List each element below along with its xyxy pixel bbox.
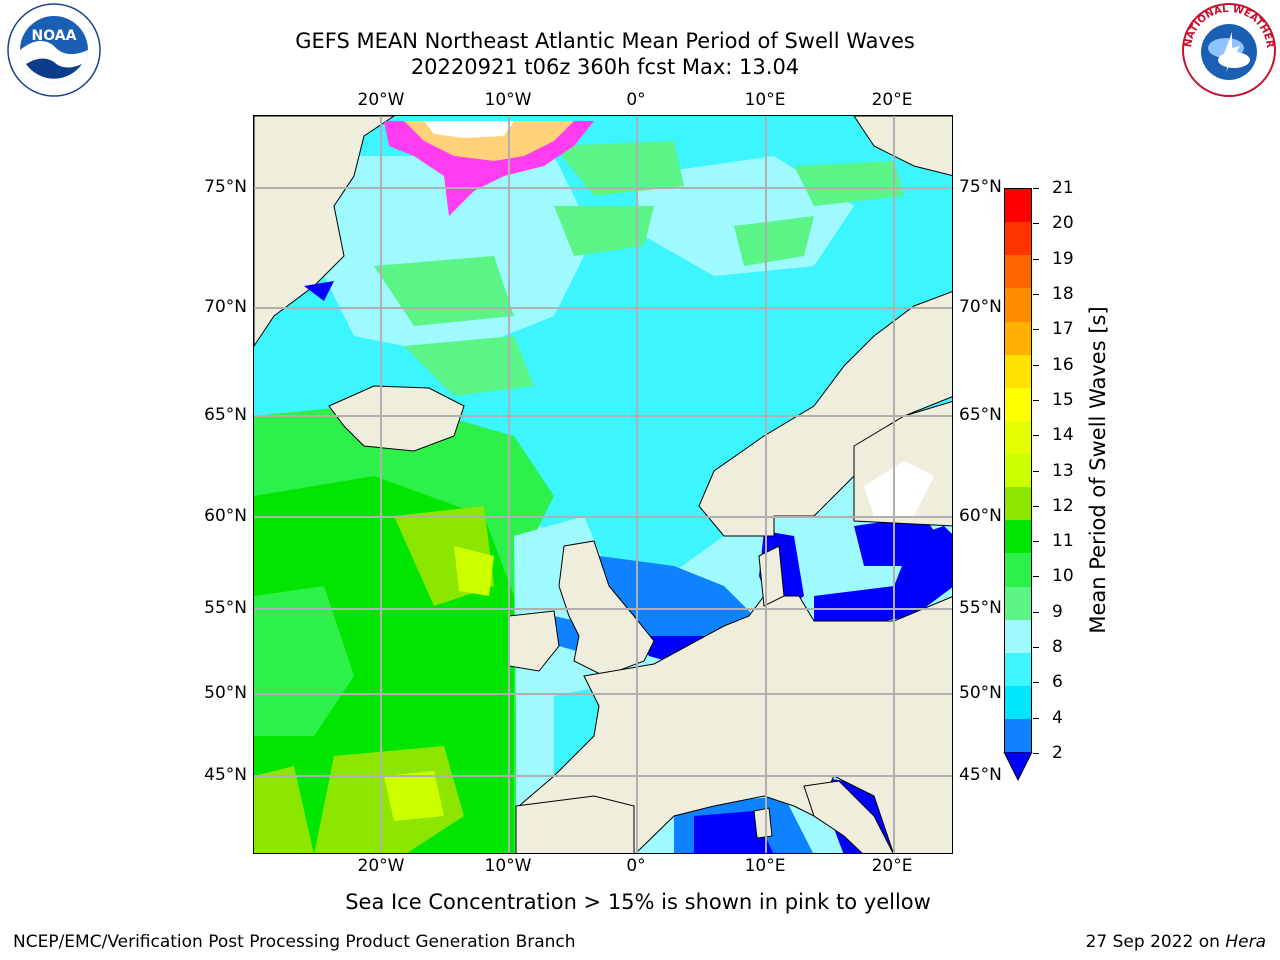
lon-label-bottom-20w: 20°W xyxy=(357,856,405,876)
colorbar-tick xyxy=(1033,329,1039,331)
lon-label-top-0: 0° xyxy=(626,90,646,110)
colorbar-tick-label: 17 xyxy=(1052,319,1074,340)
svg-text:NOAA: NOAA xyxy=(32,28,77,44)
lat-label-left-70n: 70°N xyxy=(204,297,247,317)
lat-label-left-60n: 60°N xyxy=(204,506,247,526)
colorbar-tick-label: 20 xyxy=(1052,213,1074,234)
colorbar-tick-label: 15 xyxy=(1052,389,1074,410)
colorbar-tick xyxy=(1033,576,1039,578)
colorbar-band xyxy=(1005,719,1031,753)
colorbar-band xyxy=(1005,222,1031,256)
lon-label-top-20e: 20°E xyxy=(871,90,913,110)
lat-label-right-60n: 60°N xyxy=(959,506,1002,526)
lon-label-bottom-0: 0° xyxy=(626,856,646,876)
lat-label-left-75n: 75°N xyxy=(204,177,247,197)
lon-label-bottom-10e: 10°E xyxy=(744,856,786,876)
colorbar-tick-label: 14 xyxy=(1052,425,1074,446)
colorbar-tick-label: 2 xyxy=(1052,743,1063,763)
colorbar-extend-arrow xyxy=(1003,752,1033,782)
colorbar-tick-label: 4 xyxy=(1052,707,1063,728)
lat-label-left-65n: 65°N xyxy=(204,405,247,425)
colorbar-tick-label: 21 xyxy=(1052,178,1074,198)
colorbar-band xyxy=(1005,652,1031,686)
footer-date: 27 Sep 2022 on Hera xyxy=(1086,932,1266,952)
lon-label-bottom-20e: 20°E xyxy=(871,856,913,876)
colorbar-tick-label: 8 xyxy=(1052,637,1063,658)
colorbar-band xyxy=(1005,288,1031,322)
chart-title-line1: GEFS MEAN Northeast Atlantic Mean Period… xyxy=(295,29,915,53)
chart-title-line2: 20220921 t06z 360h fcst Max: 13.04 xyxy=(410,55,800,79)
noaa-logo: NOAA xyxy=(4,2,104,102)
lat-label-right-50n: 50°N xyxy=(959,683,1002,703)
colorbar-band xyxy=(1005,586,1031,620)
colorbar xyxy=(1004,188,1032,753)
colorbar-tick-label: 13 xyxy=(1052,460,1074,481)
colorbar-tick xyxy=(1033,293,1039,295)
colorbar-tick xyxy=(1033,364,1039,366)
colorbar-tick xyxy=(1033,647,1039,649)
colorbar-tick xyxy=(1033,258,1039,260)
colorbar-band xyxy=(1005,454,1031,488)
footer-branch: NCEP/EMC/Verification Post Processing Pr… xyxy=(13,932,576,952)
lat-label-right-55n: 55°N xyxy=(959,598,1002,618)
colorbar-tick xyxy=(1033,611,1039,613)
colorbar-tick xyxy=(1033,541,1039,543)
colorbar-tick xyxy=(1033,223,1039,225)
colorbar-band xyxy=(1005,321,1031,355)
colorbar-tick-label: 16 xyxy=(1052,354,1074,375)
lon-label-top-20w: 20°W xyxy=(357,90,405,110)
lat-label-left-55n: 55°N xyxy=(204,598,247,618)
lat-label-right-45n: 45°N xyxy=(959,765,1002,785)
colorbar-tick-label: 10 xyxy=(1052,566,1074,587)
colorbar-tick xyxy=(1033,399,1039,401)
colorbar-tick xyxy=(1033,505,1039,507)
colorbar-tick xyxy=(1033,717,1039,719)
lat-label-right-70n: 70°N xyxy=(959,297,1002,317)
colorbar-tick-label: 11 xyxy=(1052,531,1074,552)
colorbar-tick-label: 9 xyxy=(1052,601,1063,622)
colorbar-band xyxy=(1005,420,1031,454)
lat-label-right-75n: 75°N xyxy=(959,177,1002,197)
colorbar-band xyxy=(1005,520,1031,554)
nws-logo: NATIONAL WEATHER SERVICE xyxy=(1176,0,1278,102)
colorbar-tick xyxy=(1033,470,1039,472)
colorbar-tick xyxy=(1033,435,1039,437)
footer-date-text: 27 Sep 2022 on xyxy=(1085,932,1226,952)
colorbar-band xyxy=(1005,619,1031,653)
lon-label-top-10e: 10°E xyxy=(744,90,786,110)
sea-ice-caption: Sea Ice Concentration > 15% is shown in … xyxy=(345,890,931,914)
swell-period-map xyxy=(254,116,952,853)
colorbar-band xyxy=(1005,189,1031,223)
colorbar-tick-label: 12 xyxy=(1052,495,1074,516)
colorbar-tick-label: 19 xyxy=(1052,248,1074,269)
colorbar-tick xyxy=(1033,188,1039,189)
colorbar-tick-label: 6 xyxy=(1052,672,1063,693)
lon-label-bottom-10w: 10°W xyxy=(484,856,532,876)
lat-label-right-65n: 65°N xyxy=(959,405,1002,425)
colorbar-title: Mean Period of Swell Waves [s] xyxy=(1086,306,1110,634)
lat-label-left-50n: 50°N xyxy=(204,683,247,703)
colorbar-tick xyxy=(1033,682,1039,684)
lon-label-top-10w: 10°W xyxy=(484,90,532,110)
colorbar-band xyxy=(1005,685,1031,719)
colorbar-tick-label: 18 xyxy=(1052,283,1074,304)
footer-host: Hera xyxy=(1225,932,1266,952)
colorbar-band xyxy=(1005,255,1031,289)
colorbar-band xyxy=(1005,387,1031,421)
colorbar-band xyxy=(1005,354,1031,388)
map-panel xyxy=(253,115,953,854)
lat-label-left-45n: 45°N xyxy=(204,765,247,785)
colorbar-tick xyxy=(1033,753,1039,754)
colorbar-band xyxy=(1005,553,1031,587)
colorbar-band xyxy=(1005,487,1031,521)
